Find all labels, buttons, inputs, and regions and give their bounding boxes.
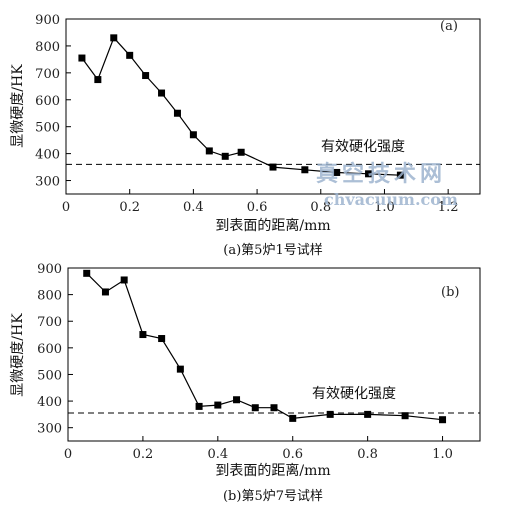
data-point	[83, 269, 91, 277]
watermark: 真空技术网 chvacuum.com	[316, 161, 458, 209]
data-point	[158, 89, 166, 97]
x-tick-label: 0	[64, 447, 72, 462]
x-tick-label: 1.2	[438, 200, 459, 215]
data-point	[205, 147, 213, 155]
reference-line-label-b: 有效硬化强度	[312, 386, 396, 402]
y-tick-label: 500	[37, 368, 62, 383]
watermark-cn: 真空技术网	[316, 161, 446, 187]
data-point	[126, 51, 134, 59]
x-ticks-a: 0 0.2 0.4 0.6 0.8 1.0 1.2	[62, 189, 459, 215]
x-tick-label: 0.8	[310, 200, 331, 215]
data-point	[195, 402, 203, 410]
plot-frame-b	[67, 267, 481, 442]
series-line-a	[81, 36, 401, 176]
data-point	[439, 416, 447, 424]
series-markers-a	[78, 34, 404, 179]
data-point	[237, 148, 245, 156]
data-point	[120, 276, 128, 284]
data-point	[78, 54, 86, 62]
x-tick-label: 0	[62, 200, 70, 215]
data-point	[251, 404, 259, 412]
caption-a: (a)第5炉1号试样	[223, 243, 322, 258]
data-point	[94, 76, 102, 84]
data-point	[396, 171, 404, 179]
y-tick-label: 500	[35, 121, 60, 136]
data-point	[158, 335, 166, 343]
x-tick-label: 1.0	[374, 200, 395, 215]
data-point	[333, 168, 341, 176]
data-point	[289, 414, 297, 422]
reference-line-label-a: 有效硬化强度	[321, 139, 405, 155]
data-point	[221, 152, 229, 160]
data-point	[139, 331, 147, 339]
x-tick-label: 1.0	[432, 447, 453, 462]
panel-label-b: (b)	[441, 285, 459, 300]
y-tick-label: 700	[35, 67, 60, 82]
data-point	[365, 170, 373, 178]
data-point	[364, 410, 372, 418]
x-axis-title-a: 到表面的距离/mm	[215, 217, 330, 234]
data-point	[233, 396, 241, 404]
x-tick-label: 0.6	[247, 200, 268, 215]
y-tick-label: 900	[37, 262, 62, 277]
x-tick-label: 0.4	[207, 447, 228, 462]
x-axis-title-b: 到表面的距离/mm	[215, 462, 330, 479]
data-point	[401, 412, 409, 420]
watermark-en: chvacuum.com	[324, 190, 458, 209]
data-point	[176, 365, 184, 373]
data-point	[270, 404, 278, 412]
series-markers-b	[83, 269, 447, 424]
y-tick-label: 300	[35, 175, 60, 190]
y-tick-label: 400	[37, 395, 62, 410]
chart-panel-a: 0 0.2 0.4 0.6 0.8 1.0 1.2 300 400 500 600 700 800 90…	[10, 13, 481, 258]
y-tick-label: 300	[37, 422, 62, 437]
chart-panel-b: 0 0.2 0.4 0.6 0.8 1.0 300 400 500 600 700 800 900 有…	[10, 262, 481, 504]
x-tick-label: 0.8	[357, 447, 378, 462]
x-tick-label: 0.6	[282, 447, 303, 462]
y-axis-title-a: 显微硬度/HK	[10, 64, 26, 148]
plot-frame-a	[65, 18, 481, 195]
y-ticks-b: 300 400 500 600 700 800 900	[37, 262, 73, 437]
data-point	[173, 109, 181, 117]
y-tick-label: 400	[35, 148, 60, 163]
data-point	[142, 72, 150, 80]
caption-b: (b)第5炉7号试样	[223, 489, 323, 504]
x-tick-label: 0.2	[133, 447, 154, 462]
x-ticks-b: 0 0.2 0.4 0.6 0.8 1.0	[64, 436, 453, 462]
data-point	[110, 34, 118, 42]
x-tick-label: 0.2	[119, 200, 140, 215]
y-tick-label: 800	[37, 289, 62, 304]
data-point	[269, 163, 277, 171]
x-tick-label: 0.4	[183, 200, 204, 215]
y-ticks-a: 300 400 500 600 700 800 900	[35, 13, 71, 190]
panel-label-a: (a)	[440, 19, 458, 34]
y-axis-title-b: 显微硬度/HK	[10, 313, 26, 397]
y-tick-label: 800	[35, 40, 60, 55]
data-point	[189, 131, 197, 139]
data-point	[101, 288, 109, 296]
data-point	[301, 166, 309, 174]
data-point	[326, 410, 334, 418]
y-tick-label: 700	[37, 315, 62, 330]
y-tick-label: 900	[35, 13, 60, 28]
y-tick-label: 600	[35, 94, 60, 109]
data-point	[214, 401, 222, 409]
y-tick-label: 600	[37, 342, 62, 357]
series-line-b	[86, 272, 443, 421]
